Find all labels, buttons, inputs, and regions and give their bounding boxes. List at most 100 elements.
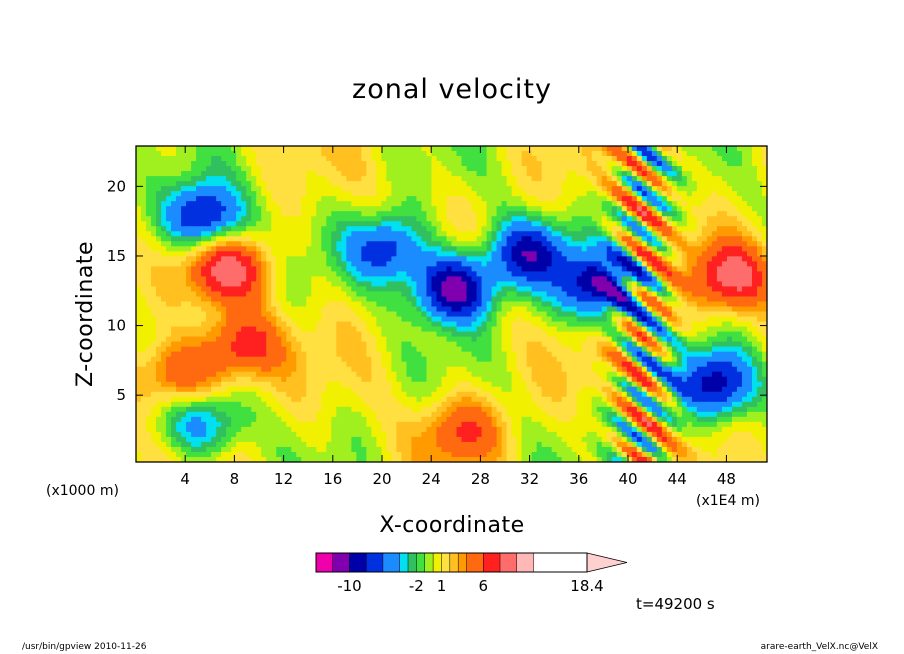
contour-cell (466, 326, 473, 333)
contour-cell (661, 216, 668, 222)
contour-cell (646, 146, 653, 152)
contour-cell (486, 156, 493, 162)
contour-cell (146, 176, 152, 182)
contour-cell (346, 286, 352, 293)
contour-cell (706, 276, 713, 283)
contour-cell (181, 216, 187, 222)
contour-cell (536, 186, 543, 192)
contour-cell (556, 181, 563, 187)
contour-cell (566, 151, 573, 157)
contour-cell (251, 316, 257, 323)
contour-cell (336, 256, 342, 262)
contour-cell (431, 156, 438, 162)
contour-cell (276, 201, 282, 207)
contour-cell (271, 306, 277, 313)
contour-cell (296, 161, 302, 167)
contour-cell (661, 261, 668, 267)
contour-cell (171, 276, 177, 283)
contour-cell (311, 311, 317, 318)
contour-cell (586, 186, 593, 192)
contour-cell (526, 171, 533, 177)
contour-cell (151, 226, 157, 232)
contour-cell (391, 246, 398, 252)
contour-cell (401, 216, 408, 222)
contour-cell (356, 161, 362, 167)
contour-cell (721, 296, 728, 303)
contour-cell (711, 301, 718, 308)
contour-cell (411, 226, 418, 232)
contour-cell (511, 201, 518, 207)
contour-cell (481, 256, 488, 262)
contour-cell (186, 251, 192, 257)
contour-cell (536, 306, 543, 313)
contour-cell (491, 201, 498, 207)
contour-cell (191, 206, 197, 212)
contour-cell (641, 336, 648, 343)
contour-cell (266, 221, 272, 227)
contour-cell (736, 201, 743, 207)
contour-cell (161, 206, 167, 212)
contour-cell (461, 221, 468, 227)
contour-cell (231, 216, 237, 222)
contour-cell (676, 231, 683, 237)
contour-cell (466, 181, 473, 187)
contour-cell (691, 266, 698, 272)
contour-cell (351, 226, 357, 232)
contour-cell (541, 256, 548, 262)
contour-cell (186, 241, 192, 247)
contour-cell (646, 201, 653, 207)
contour-cell (236, 256, 242, 262)
contour-cell (186, 206, 192, 212)
contour-cell (321, 216, 327, 222)
contour-cell (606, 196, 613, 202)
contour-cell (671, 311, 678, 318)
contour-cell (471, 301, 478, 308)
contour-cell (706, 201, 713, 207)
contour-cell (151, 336, 157, 343)
contour-cell (296, 201, 302, 207)
contour-cell (736, 331, 743, 338)
contour-cell (366, 161, 372, 167)
contour-cell (161, 301, 167, 308)
contour-cell (146, 241, 152, 247)
contour-cell (726, 296, 733, 303)
contour-cell (516, 241, 523, 247)
contour-cell (526, 296, 533, 303)
contour-cell (341, 221, 347, 227)
contour-cell (661, 246, 668, 252)
contour-cell (746, 236, 753, 242)
contour-cell (421, 196, 428, 202)
contour-cell (231, 291, 237, 298)
contour-cell (201, 306, 207, 313)
contour-cell (226, 326, 232, 333)
contour-cell (531, 186, 538, 192)
contour-cell (171, 271, 177, 278)
contour-cell (386, 266, 393, 272)
contour-cell (676, 146, 683, 152)
contour-cell (196, 321, 202, 328)
contour-cell (546, 331, 553, 338)
contour-cell (186, 276, 192, 283)
contour-cell (611, 171, 618, 177)
contour-cell (741, 276, 748, 283)
contour-cell (536, 231, 543, 237)
contour-cell (626, 216, 633, 222)
contour-cell (316, 146, 322, 152)
contour-cell (656, 336, 663, 343)
contour-cell (691, 286, 698, 293)
contour-cell (506, 316, 513, 323)
contour-cell (181, 311, 187, 318)
contour-cell (556, 321, 563, 328)
contour-cell (181, 236, 187, 242)
contour-cell (171, 286, 177, 293)
contour-cell (411, 271, 418, 278)
contour-cell (216, 201, 222, 207)
contour-cell (406, 331, 413, 338)
contour-cell (166, 186, 172, 192)
contour-cell (491, 316, 498, 323)
contour-cell (491, 246, 498, 252)
contour-cell (301, 221, 307, 227)
contour-cell (386, 336, 393, 343)
contour-cell (271, 231, 277, 237)
contour-cell (256, 321, 262, 328)
